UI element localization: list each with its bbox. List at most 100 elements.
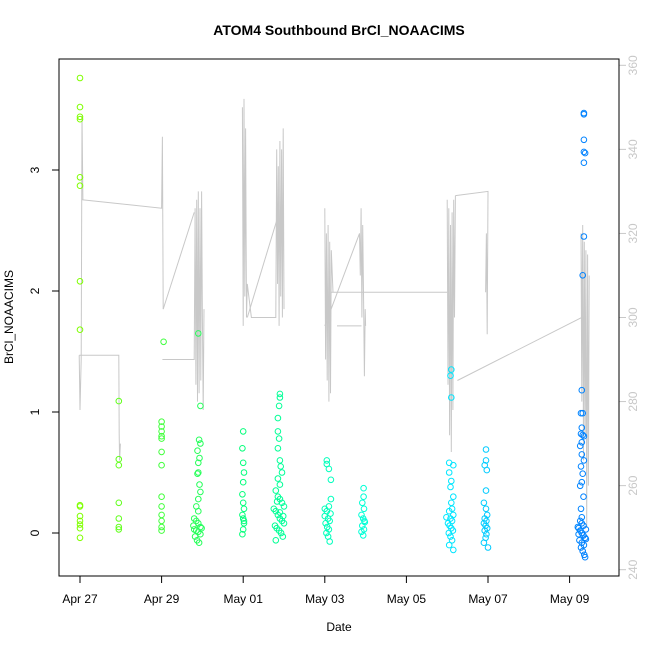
- data-point-13: [76, 524, 84, 532]
- data-point-39: [197, 440, 204, 447]
- data-point-5: [76, 182, 84, 189]
- data-point-31: [158, 503, 165, 510]
- data-point-84: [276, 457, 284, 464]
- data-point-220: [579, 547, 587, 555]
- altitude-trace-segment-1: [81, 136, 164, 310]
- data-point-223: [574, 523, 582, 531]
- data-point-186: [581, 149, 589, 157]
- y-tick-label-1: 1: [28, 408, 42, 415]
- data-point-169: [480, 499, 488, 507]
- data-point-4: [76, 174, 84, 181]
- data-point-180: [480, 539, 488, 547]
- data-point-88: [276, 481, 284, 488]
- data-point-12: [76, 521, 84, 528]
- data-point-3: [76, 115, 84, 123]
- data-point-206: [577, 505, 585, 513]
- data-point-138: [361, 517, 368, 525]
- data-point-168: [482, 487, 490, 494]
- y2-tick-label-0: 240: [626, 559, 640, 579]
- data-point-32: [158, 511, 165, 519]
- data-point-7: [76, 326, 84, 334]
- altitude-trace-segment-4: [162, 212, 195, 310]
- altitude-trace-segment-7: [324, 208, 334, 402]
- y-tick-label-2: 2: [28, 287, 42, 294]
- data-point-47: [195, 495, 202, 503]
- data-point-86: [278, 469, 286, 476]
- data-point-65: [239, 459, 247, 467]
- data-point-62: [198, 524, 205, 532]
- data-point-164: [482, 446, 490, 453]
- data-point-148: [448, 499, 455, 507]
- data-point-103: [277, 529, 285, 537]
- data-point-198: [576, 442, 584, 450]
- data-point-226: [582, 535, 590, 543]
- data-point-95: [272, 507, 280, 515]
- data-point-139: [448, 366, 455, 373]
- data-point-185: [580, 148, 588, 156]
- data-point-19: [115, 515, 123, 522]
- data-point-165: [482, 457, 490, 464]
- data-point-2: [76, 113, 84, 121]
- data-point-85: [277, 463, 285, 470]
- data-points-layer: [76, 74, 590, 561]
- data-point-9: [76, 503, 84, 510]
- data-point-207: [578, 514, 586, 521]
- data-point-205: [580, 493, 587, 501]
- data-point-194: [579, 431, 587, 439]
- data-point-42: [195, 459, 202, 467]
- data-point-106: [276, 509, 284, 516]
- data-point-60: [195, 539, 203, 547]
- data-point-124: [326, 538, 334, 545]
- data-point-25: [158, 428, 165, 435]
- y-axis-label: BrCl_NOAACIMS: [2, 270, 16, 364]
- y2-tick-label-1: 260: [626, 475, 640, 495]
- data-point-190: [578, 386, 586, 394]
- data-point-15: [115, 397, 123, 405]
- data-point-27: [158, 435, 165, 442]
- data-point-89: [272, 487, 280, 494]
- data-point-222: [581, 553, 589, 561]
- altitude-trace-segment-11: [446, 195, 456, 453]
- data-point-204: [578, 478, 586, 486]
- data-point-83: [274, 445, 282, 452]
- data-point-122: [323, 529, 330, 537]
- data-point-199: [578, 451, 586, 458]
- data-point-6: [76, 278, 84, 285]
- data-point-69: [239, 499, 247, 507]
- y2-tick-label-6: 360: [626, 55, 640, 75]
- data-point-178: [483, 530, 490, 538]
- data-point-137: [359, 532, 367, 539]
- data-point-38: [195, 436, 203, 444]
- data-point-128: [360, 493, 367, 501]
- data-point-64: [239, 445, 246, 452]
- x-tick-label-6: May 09: [550, 592, 590, 606]
- data-point-189: [579, 272, 587, 279]
- data-point-17: [115, 461, 123, 469]
- data-point-87: [274, 475, 282, 482]
- x-tick-label-2: May 01: [224, 592, 264, 606]
- data-point-16: [115, 455, 123, 463]
- altitude-trace-segment-12: [455, 190, 489, 335]
- data-point-215: [581, 534, 589, 542]
- data-point-1: [76, 103, 84, 111]
- data-point-161: [445, 541, 453, 549]
- altitude-trace-segment-13: [457, 224, 590, 528]
- altitude-trace-segment-2: [79, 354, 121, 461]
- data-point-203: [576, 482, 584, 490]
- data-point-147: [450, 493, 457, 501]
- data-point-68: [239, 491, 246, 498]
- data-point-111: [325, 465, 333, 473]
- x-tick-label-1: Apr 29: [144, 592, 180, 606]
- data-point-71: [239, 511, 246, 519]
- data-point-79: [275, 402, 283, 410]
- data-point-70: [240, 505, 248, 513]
- data-point-43: [195, 469, 202, 476]
- data-point-76: [240, 517, 248, 525]
- data-point-197: [578, 439, 586, 446]
- data-point-37: [197, 402, 204, 410]
- data-point-74: [239, 526, 247, 533]
- data-point-33: [158, 517, 165, 525]
- data-point-20: [115, 523, 123, 531]
- data-point-44: [194, 470, 201, 478]
- altitude-trace-segment-9: [324, 208, 367, 377]
